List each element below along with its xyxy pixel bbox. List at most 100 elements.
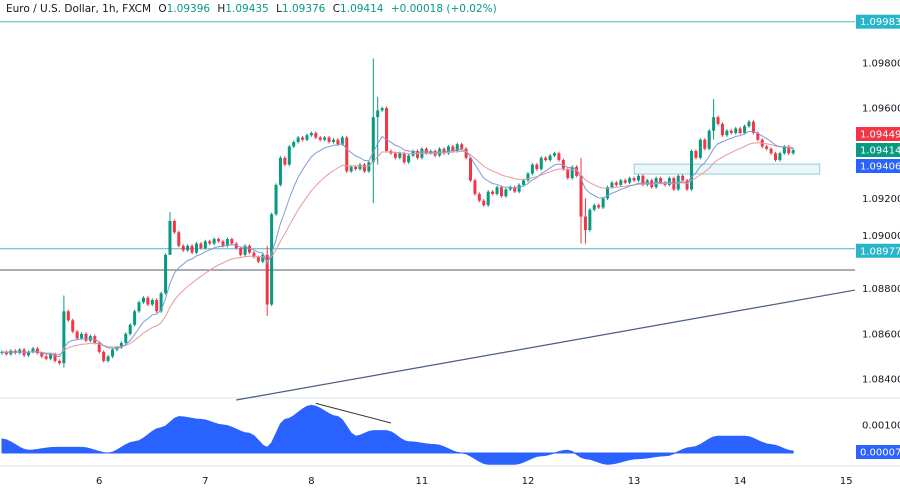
candle-up [141, 297, 145, 303]
ohlc-close: C1.09414 [332, 3, 384, 15]
candle-down [681, 175, 685, 181]
candle-up [49, 354, 53, 359]
price-label-box [856, 243, 900, 258]
candle-down [720, 123, 724, 136]
candle-up [111, 349, 114, 357]
candle-down [659, 178, 663, 183]
ohlc-high: H1.09435 [217, 3, 269, 15]
candle-up [636, 175, 640, 181]
candle-up [517, 184, 521, 192]
candle-down [217, 239, 221, 242]
price-tick-label: 1.08600 [862, 329, 900, 340]
candle-up [225, 239, 229, 246]
time-tick-label: 11 [416, 476, 429, 487]
price-label-box [856, 143, 900, 157]
candle-down [513, 187, 517, 192]
candle-up [194, 243, 198, 253]
candle-up [734, 128, 738, 133]
consolidation-zone [633, 163, 821, 175]
candle-up [371, 117, 375, 163]
candle-up [137, 302, 141, 312]
candle-up [398, 153, 402, 158]
candle-down [362, 164, 366, 172]
candle-up [743, 126, 747, 133]
time-tick-label: 8 [308, 476, 314, 487]
candle-up [332, 139, 335, 142]
price-tick-label: 1.08800 [862, 284, 900, 295]
candle-up [150, 299, 154, 305]
candle-down [499, 187, 503, 197]
oscillator-current-label: 0.00007 [860, 448, 900, 459]
candle-down [44, 356, 48, 359]
candle-down [535, 164, 539, 170]
price-label: 1.09406 [860, 162, 900, 173]
candle-down [345, 137, 349, 172]
candle-down [181, 245, 185, 251]
candle-up [698, 139, 702, 158]
candle-down [146, 297, 150, 305]
candle-down [415, 151, 419, 158]
candle-down [172, 220, 176, 233]
symbol-title: Euro / U.S. Dollar, 1h, FXCM [6, 3, 152, 15]
candle-up [80, 333, 84, 339]
candle-down [57, 360, 61, 364]
candle-up [323, 137, 327, 140]
candle-up [243, 245, 247, 255]
ema-9-line [1, 130, 794, 358]
candle-down [579, 175, 583, 217]
candle-up [455, 144, 459, 152]
candle-up [278, 157, 282, 185]
candle-up [305, 135, 309, 140]
trend-line [236, 289, 856, 401]
price-label: 1.09414 [860, 146, 900, 157]
candle-up [212, 239, 216, 244]
candle-down [177, 232, 181, 246]
divergence-line [315, 402, 392, 424]
candle-down [451, 146, 455, 152]
candle-down [318, 137, 322, 140]
candle-down [632, 178, 636, 181]
candle-up [530, 164, 534, 174]
time-tick-label: 15 [840, 476, 853, 487]
candle-down [685, 180, 689, 190]
candle-down [84, 333, 88, 341]
candle-up [62, 311, 66, 364]
candle-down [774, 153, 777, 161]
candle-down [393, 153, 397, 158]
candle-up [358, 164, 362, 170]
candle-up [261, 254, 265, 262]
candle-down [40, 353, 44, 357]
candle-down [469, 157, 473, 181]
candle-up [106, 356, 110, 361]
candle-up [522, 180, 526, 185]
candle-down [765, 146, 769, 149]
candle-down [327, 137, 331, 142]
candle-up [446, 146, 450, 154]
candle-up [504, 189, 508, 197]
candle-up [367, 162, 371, 172]
candle-down [424, 148, 428, 154]
candle-up [270, 214, 274, 305]
candle-down [544, 157, 548, 161]
candle-up [570, 166, 574, 179]
candle-down [190, 245, 194, 253]
candle-up [128, 324, 132, 334]
candle-down [35, 348, 39, 354]
price-tick-label: 1.09000 [862, 231, 900, 242]
candle-down [597, 205, 601, 208]
price-label: 1.09449 [860, 130, 900, 141]
candle-down [716, 117, 720, 124]
price-tick-label: 1.08400 [862, 374, 900, 385]
candle-up [588, 209, 592, 231]
candle-up [119, 342, 123, 348]
candle-down [230, 239, 234, 244]
candle-up [707, 130, 711, 149]
candle-up [725, 130, 729, 136]
ohlc-open: O1.09396 [158, 3, 211, 15]
candle-up [553, 153, 556, 156]
ohlc-change: +0.00018 (+0.02%) [390, 3, 497, 15]
candle-down [102, 351, 106, 361]
candle-down [256, 257, 260, 262]
candle-down [402, 153, 406, 163]
